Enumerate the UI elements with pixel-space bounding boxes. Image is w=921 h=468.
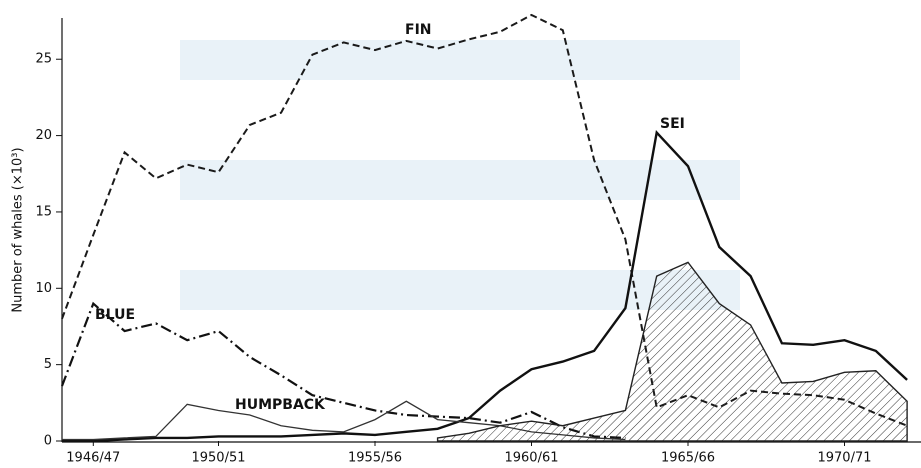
watermark bbox=[180, 40, 740, 310]
x-tick-label: 1950/51 bbox=[191, 451, 245, 466]
y-tick-label: 0 bbox=[44, 434, 52, 449]
x-tick-label: 1955/56 bbox=[348, 451, 402, 466]
x-tick-label: 1965/66 bbox=[661, 451, 715, 466]
hatched-area bbox=[436, 261, 908, 442]
y-tick-label: 15 bbox=[35, 204, 52, 219]
series-label: FIN bbox=[405, 22, 432, 38]
y-tick-label: 5 bbox=[44, 357, 52, 372]
x-tick-label: 1970/71 bbox=[817, 451, 871, 466]
y-tick-label: 20 bbox=[35, 128, 52, 143]
y-tick-label: 25 bbox=[35, 52, 52, 67]
series-label: BLUE bbox=[95, 307, 135, 323]
x-tick-label: 1960/61 bbox=[504, 451, 558, 466]
x-tick-label: 1946/47 bbox=[66, 451, 120, 466]
series-line bbox=[60, 301, 626, 440]
y-axis-label: Number of whales (×10³) bbox=[11, 147, 26, 312]
series-label: HUMPBACK bbox=[235, 397, 326, 413]
y-tick-label: 10 bbox=[35, 281, 52, 296]
series-label: SEI bbox=[660, 116, 685, 132]
series-line bbox=[62, 129, 908, 443]
